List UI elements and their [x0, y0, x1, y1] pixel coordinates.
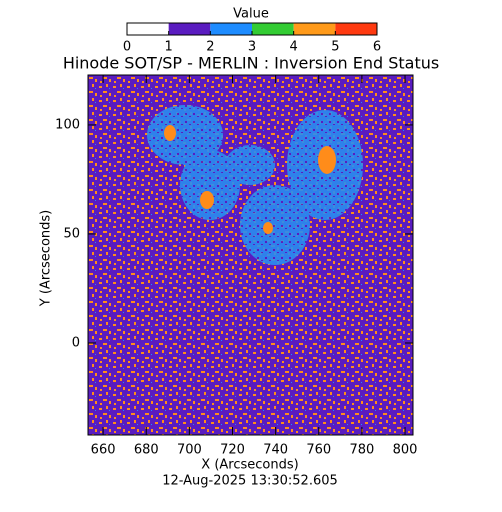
colorbar-tick-label: 1 — [165, 40, 173, 55]
chart-title: Hinode SOT/SP - MERLIN : Inversion End S… — [63, 54, 439, 73]
colorbar-segment — [252, 23, 294, 35]
plot-frame — [87, 74, 414, 436]
x-tick-label: 700 — [177, 443, 202, 458]
colorbar-tick-label: 0 — [123, 40, 131, 55]
colorbar-tick-label: 3 — [248, 40, 256, 55]
x-tick-label: 760 — [306, 443, 331, 458]
colorbar-segment — [210, 23, 252, 35]
x-axis-label: X (Arcseconds) — [201, 458, 298, 473]
y-axis-label: Y (Arcseconds) — [39, 210, 54, 307]
colorbar-segment — [335, 23, 377, 35]
image-field — [88, 75, 413, 435]
x-tick-label: 740 — [263, 443, 288, 458]
x-tick-label: 660 — [91, 443, 116, 458]
colorbar: 0 1 2 3 4 5 6 — [123, 22, 381, 55]
colorbar-tick-label: 2 — [206, 40, 214, 55]
x-tick-label: 720 — [220, 443, 245, 458]
y-tick-label: 100 — [55, 117, 80, 132]
field-hotspots — [164, 125, 336, 234]
colorbar-tick-label: 6 — [373, 40, 381, 55]
timestamp: 12-Aug-2025 13:30:52.605 — [162, 474, 338, 489]
y-tick-label: 50 — [63, 226, 80, 241]
field-background — [88, 75, 413, 435]
colorbar-segment — [293, 23, 336, 35]
colorbar-segment — [127, 23, 169, 35]
colorbar-segment — [168, 23, 211, 35]
x-tick-label: 680 — [134, 443, 159, 458]
field-regions — [147, 105, 363, 265]
colorbar-label: Value — [233, 7, 269, 22]
x-tick-label: 800 — [393, 443, 418, 458]
colorbar-tick-label: 5 — [331, 40, 339, 55]
y-tick-label: 0 — [72, 335, 80, 350]
x-tick-label: 780 — [349, 443, 374, 458]
colorbar-tick-label: 4 — [290, 40, 298, 55]
